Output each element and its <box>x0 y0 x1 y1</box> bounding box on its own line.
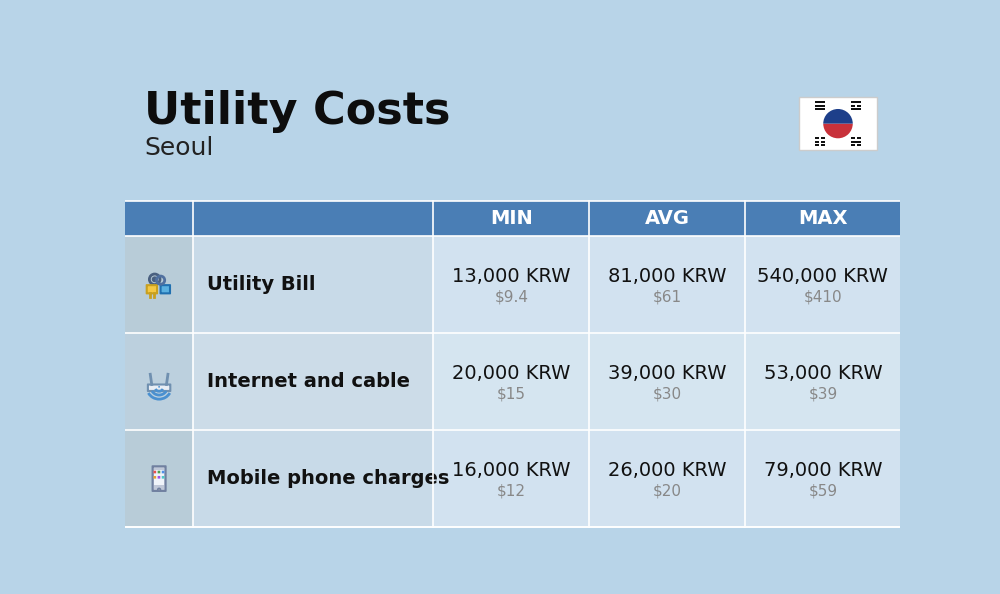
FancyBboxPatch shape <box>148 384 170 391</box>
Text: $30: $30 <box>653 387 682 402</box>
Text: Utility Costs: Utility Costs <box>144 90 451 133</box>
Text: $12: $12 <box>497 484 526 498</box>
FancyBboxPatch shape <box>193 236 433 333</box>
FancyBboxPatch shape <box>821 137 825 139</box>
Text: 16,000 KRW: 16,000 KRW <box>452 462 571 481</box>
Text: $59: $59 <box>808 484 837 498</box>
FancyBboxPatch shape <box>125 430 193 527</box>
FancyBboxPatch shape <box>589 236 745 333</box>
FancyBboxPatch shape <box>851 137 855 139</box>
FancyBboxPatch shape <box>193 201 433 236</box>
FancyBboxPatch shape <box>857 144 861 146</box>
FancyBboxPatch shape <box>857 105 861 107</box>
Text: $61: $61 <box>653 289 682 304</box>
FancyBboxPatch shape <box>162 476 164 479</box>
FancyBboxPatch shape <box>433 333 589 430</box>
FancyBboxPatch shape <box>851 105 855 107</box>
FancyBboxPatch shape <box>433 430 589 527</box>
Circle shape <box>834 127 842 135</box>
Text: Mobile phone charges: Mobile phone charges <box>207 469 450 488</box>
Text: $410: $410 <box>804 289 842 304</box>
FancyBboxPatch shape <box>851 108 861 110</box>
Text: $9.4: $9.4 <box>494 289 528 304</box>
FancyBboxPatch shape <box>815 137 819 139</box>
Text: 26,000 KRW: 26,000 KRW <box>608 462 726 481</box>
FancyBboxPatch shape <box>799 97 877 150</box>
Text: 540,000 KRW: 540,000 KRW <box>757 267 888 286</box>
FancyBboxPatch shape <box>589 201 745 236</box>
Text: $20: $20 <box>653 484 682 498</box>
FancyBboxPatch shape <box>589 430 745 527</box>
FancyBboxPatch shape <box>125 236 193 333</box>
FancyBboxPatch shape <box>147 285 157 293</box>
Text: MAX: MAX <box>798 209 848 228</box>
FancyBboxPatch shape <box>815 144 819 146</box>
Text: AVG: AVG <box>645 209 690 228</box>
FancyBboxPatch shape <box>857 137 861 139</box>
FancyBboxPatch shape <box>154 470 164 485</box>
FancyBboxPatch shape <box>745 201 901 236</box>
FancyBboxPatch shape <box>125 333 193 430</box>
Text: Utility Bill: Utility Bill <box>207 275 316 294</box>
Text: $15: $15 <box>497 387 526 402</box>
FancyBboxPatch shape <box>745 236 901 333</box>
FancyBboxPatch shape <box>158 476 160 479</box>
FancyBboxPatch shape <box>815 101 825 103</box>
Wedge shape <box>823 109 853 124</box>
Circle shape <box>152 276 158 282</box>
Circle shape <box>158 386 160 388</box>
Wedge shape <box>823 124 853 138</box>
FancyBboxPatch shape <box>193 333 433 430</box>
FancyBboxPatch shape <box>433 236 589 333</box>
FancyBboxPatch shape <box>821 144 825 146</box>
FancyBboxPatch shape <box>153 470 156 473</box>
FancyBboxPatch shape <box>745 333 901 430</box>
Text: 20,000 KRW: 20,000 KRW <box>452 364 571 383</box>
Text: MIN: MIN <box>490 209 533 228</box>
Text: 39,000 KRW: 39,000 KRW <box>608 364 726 383</box>
FancyBboxPatch shape <box>589 333 745 430</box>
FancyBboxPatch shape <box>815 141 819 143</box>
Text: Seoul: Seoul <box>144 136 214 160</box>
FancyBboxPatch shape <box>851 144 855 146</box>
FancyBboxPatch shape <box>153 466 166 491</box>
FancyBboxPatch shape <box>821 141 825 143</box>
Text: 81,000 KRW: 81,000 KRW <box>608 267 726 286</box>
Circle shape <box>834 113 842 120</box>
Text: 53,000 KRW: 53,000 KRW <box>764 364 882 383</box>
FancyBboxPatch shape <box>745 430 901 527</box>
Text: Internet and cable: Internet and cable <box>207 372 410 391</box>
FancyBboxPatch shape <box>193 430 433 527</box>
FancyBboxPatch shape <box>851 101 861 103</box>
Text: 79,000 KRW: 79,000 KRW <box>764 462 882 481</box>
FancyBboxPatch shape <box>433 201 589 236</box>
FancyBboxPatch shape <box>815 108 825 110</box>
FancyBboxPatch shape <box>161 285 170 293</box>
Text: 13,000 KRW: 13,000 KRW <box>452 267 571 286</box>
FancyBboxPatch shape <box>851 141 861 143</box>
FancyBboxPatch shape <box>815 105 825 107</box>
FancyBboxPatch shape <box>125 201 193 236</box>
FancyBboxPatch shape <box>158 470 160 473</box>
Text: $39: $39 <box>808 387 838 402</box>
FancyBboxPatch shape <box>153 476 156 479</box>
Circle shape <box>158 488 161 491</box>
FancyBboxPatch shape <box>162 470 164 473</box>
